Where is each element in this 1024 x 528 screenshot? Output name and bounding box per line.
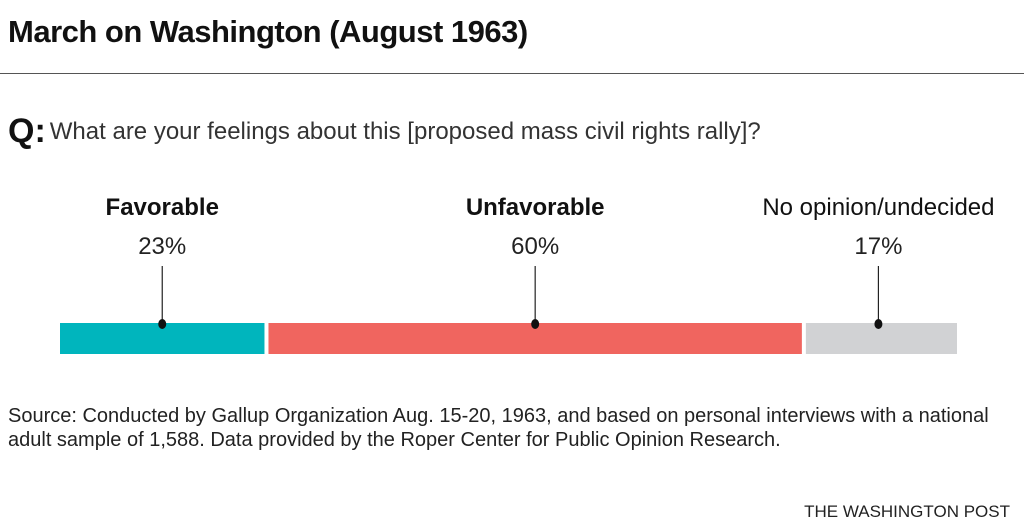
question-prefix: Q: — [8, 112, 46, 150]
value-label: 17% — [854, 233, 902, 260]
category-label: Favorable — [106, 194, 219, 221]
leader-dot — [874, 319, 883, 329]
category-label: No opinion/undecided — [762, 194, 994, 221]
value-label: 60% — [511, 233, 559, 260]
leader-dot — [531, 319, 540, 329]
bar-segment-2 — [805, 323, 957, 354]
category-label: Unfavorable — [466, 194, 605, 221]
credit: THE WASHINGTON POST — [804, 502, 1010, 521]
question-text: What are your feelings about this [propo… — [49, 118, 761, 145]
leader-dot — [158, 319, 167, 329]
chart-title: March on Washington (August 1963) — [8, 14, 528, 49]
value-label: 23% — [138, 233, 186, 260]
divider — [0, 73, 1024, 74]
source-note: Source: Conducted by Gallup Organization… — [8, 405, 989, 451]
question: Q: What are your feelings about this [pro… — [8, 112, 761, 151]
